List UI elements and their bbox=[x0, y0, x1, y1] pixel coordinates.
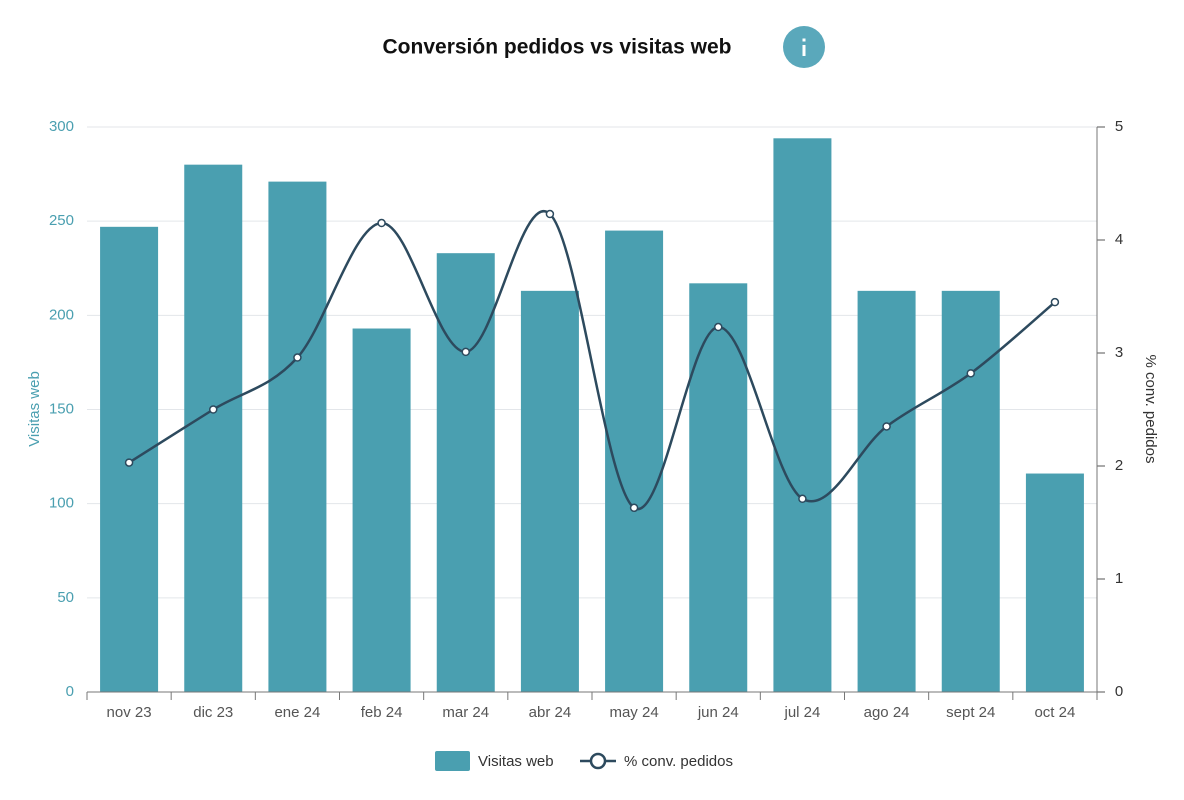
line-marker bbox=[293, 353, 302, 362]
bar bbox=[268, 181, 327, 692]
line-marker bbox=[461, 347, 470, 357]
info-button[interactable] bbox=[783, 26, 825, 68]
y-tick-label: 0 bbox=[66, 683, 74, 700]
y-axis-label: Visitas web bbox=[26, 371, 43, 447]
line-marker bbox=[1050, 297, 1060, 307]
y2-tick-label: 5 bbox=[1115, 118, 1123, 135]
info-glyph bbox=[802, 38, 806, 42]
bar bbox=[352, 328, 411, 692]
line-marker bbox=[629, 503, 639, 513]
legend-marker bbox=[589, 752, 607, 770]
line-marker bbox=[966, 369, 975, 378]
x-tick-label: nov 23 bbox=[107, 704, 152, 721]
line-marker bbox=[882, 422, 891, 431]
y-tick-label: 200 bbox=[49, 306, 74, 323]
y-tick-label: 300 bbox=[49, 118, 74, 135]
bar bbox=[1025, 473, 1084, 692]
y2-tick-label: 3 bbox=[1115, 344, 1123, 361]
x-tick-label: sept 24 bbox=[946, 704, 995, 721]
line-marker bbox=[209, 405, 218, 414]
bar bbox=[857, 290, 916, 692]
x-tick-label: oct 24 bbox=[1034, 704, 1075, 721]
line-marker bbox=[545, 209, 555, 219]
x-tick-label: ago 24 bbox=[864, 704, 910, 721]
legend-label: % conv. pedidos bbox=[624, 753, 733, 770]
x-tick-label: jun 24 bbox=[697, 704, 739, 721]
legend-label: Visitas web bbox=[478, 753, 554, 770]
bar bbox=[436, 253, 495, 692]
line bbox=[128, 210, 1056, 511]
line-marker bbox=[124, 458, 134, 467]
x-tick-label: abr 24 bbox=[529, 704, 572, 721]
legend-swatch bbox=[435, 751, 470, 771]
line-marker bbox=[798, 494, 807, 504]
line-marker bbox=[714, 322, 723, 332]
bar bbox=[520, 290, 579, 692]
y2-tick-label: 4 bbox=[1115, 231, 1123, 248]
y2-tick-label: 2 bbox=[1115, 457, 1123, 474]
y2-axis-label: % conv. pedidos bbox=[1142, 355, 1159, 464]
bar bbox=[689, 283, 748, 692]
x-tick-label: dic 23 bbox=[193, 704, 233, 721]
chart-title: Conversión pedidos vs visitas web bbox=[383, 36, 732, 59]
y-tick-label: 50 bbox=[57, 589, 74, 606]
info-glyph bbox=[802, 45, 806, 56]
y-tick-label: 250 bbox=[49, 212, 74, 229]
y2-tick-label: 0 bbox=[1115, 683, 1123, 700]
y-tick-label: 150 bbox=[49, 400, 74, 417]
x-tick-label: ene 24 bbox=[274, 704, 320, 721]
y-tick-label: 100 bbox=[49, 495, 74, 512]
x-tick-label: feb 24 bbox=[361, 704, 403, 721]
x-tick-label: may 24 bbox=[609, 704, 658, 721]
x-tick-label: jul 24 bbox=[783, 704, 820, 721]
line-marker bbox=[377, 218, 386, 228]
x-tick-label: mar 24 bbox=[442, 704, 489, 721]
bar bbox=[941, 290, 1000, 692]
bar bbox=[184, 164, 243, 692]
y2-tick-label: 1 bbox=[1115, 570, 1123, 587]
bar bbox=[773, 138, 832, 693]
